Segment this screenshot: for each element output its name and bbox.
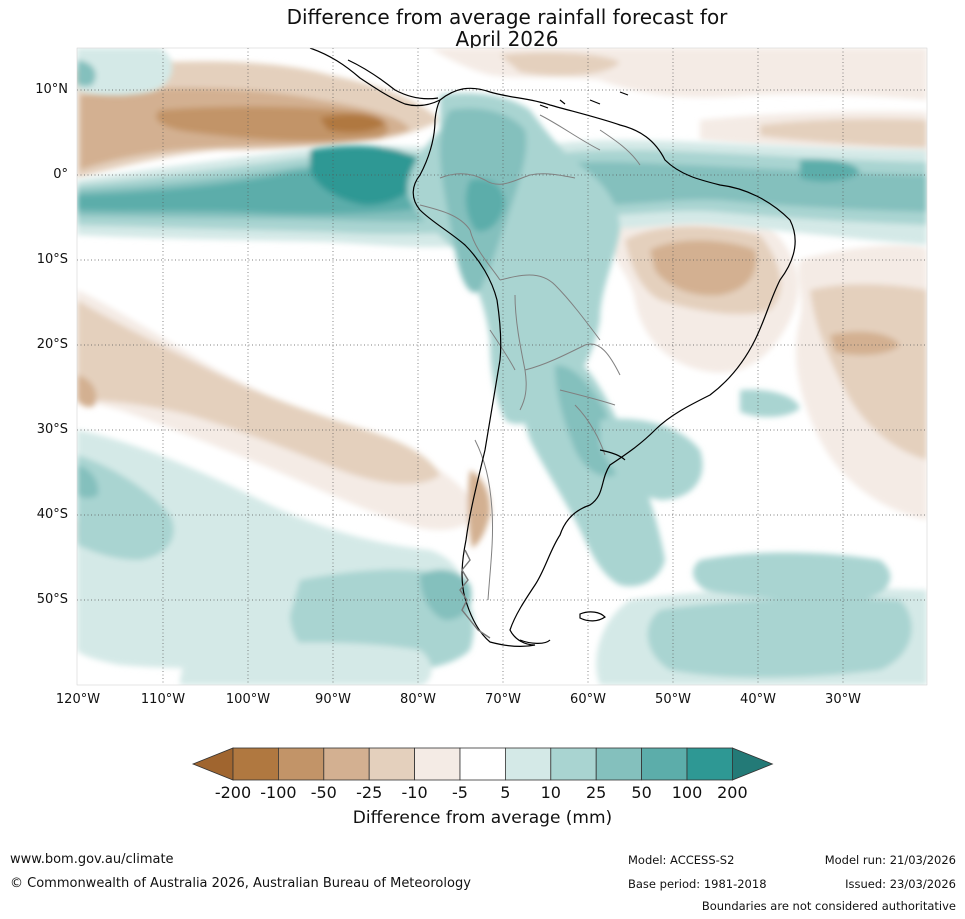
central-america-coast bbox=[309, 48, 441, 107]
lon-label-120w: 120°W bbox=[55, 692, 101, 707]
colorbar-tick-label: -50 bbox=[310, 783, 337, 802]
lon-label-30w: 30°W bbox=[825, 692, 861, 707]
footer-base-period: Base period: 1981-2018 bbox=[628, 877, 767, 891]
lon-label-100w: 100°W bbox=[225, 692, 271, 707]
colorbar-tick-label: 25 bbox=[586, 783, 607, 802]
footer-model-run: Model run: 21/03/2026 bbox=[824, 853, 956, 867]
colorbar-tick-label: -25 bbox=[356, 783, 383, 802]
lat-label-20s: 20°S bbox=[36, 337, 68, 352]
lat-label-10n: 10°N bbox=[35, 82, 68, 97]
map-title-line2: April 2026 bbox=[455, 27, 559, 51]
colorbar-swatch bbox=[550, 747, 597, 781]
map-frame bbox=[76, 47, 928, 686]
colorbar-swatch bbox=[459, 747, 506, 781]
falkland-islands bbox=[579, 611, 606, 622]
colorbar-extend-low bbox=[191, 747, 234, 781]
colorbar-swatch bbox=[595, 747, 643, 781]
colorbar-tick-label: 50 bbox=[631, 783, 652, 802]
colorbar-tick-label: -200 bbox=[214, 783, 252, 802]
footer-website[interactable]: www.bom.gov.au/climate bbox=[10, 852, 174, 867]
lon-label-60w: 60°W bbox=[570, 692, 606, 707]
lat-label-40s: 40°S bbox=[36, 507, 68, 522]
lat-label-50s: 50°S bbox=[36, 592, 68, 607]
lat-label-0: 0° bbox=[53, 167, 68, 182]
footer-copyright: © Commonwealth of Australia 2026, Austra… bbox=[10, 876, 471, 891]
colorbar-extend-high bbox=[732, 747, 774, 781]
lat-label-30s: 30°S bbox=[36, 422, 68, 437]
colorbar-swatch bbox=[232, 747, 279, 781]
colorbar-swatch bbox=[414, 747, 461, 781]
wet-anomalies bbox=[77, 48, 927, 685]
colorbar-swatch bbox=[323, 747, 370, 781]
colorbar-tick-label: -10 bbox=[401, 783, 428, 802]
colorbar-swatch bbox=[504, 747, 552, 781]
footer-issued: Issued: 23/03/2026 bbox=[845, 877, 956, 891]
south-america-coast bbox=[412, 87, 796, 648]
country-borders bbox=[419, 114, 641, 601]
footer-model: Model: ACCESS-S2 bbox=[628, 853, 735, 867]
graticule bbox=[77, 48, 927, 685]
colorbar-tick-label: -5 bbox=[452, 783, 468, 802]
colorbar-tick-label: -100 bbox=[260, 783, 297, 802]
lon-label-70w: 70°W bbox=[485, 692, 521, 707]
map-title-line1: Difference from average rainfall forecas… bbox=[286, 5, 728, 29]
colorbar-swatch bbox=[641, 747, 688, 781]
footer-disclaimer: Boundaries are not considered authoritat… bbox=[701, 899, 956, 913]
lon-label-80w: 80°W bbox=[400, 692, 436, 707]
lat-label-10s: 10°S bbox=[36, 252, 68, 267]
colorbar-tick-label: 200 bbox=[717, 783, 748, 802]
colorbar-tick-label: 100 bbox=[671, 783, 703, 802]
lon-label-40w: 40°W bbox=[740, 692, 776, 707]
colorbar-swatch bbox=[368, 747, 416, 781]
caribbean-islands bbox=[539, 91, 629, 109]
lon-label-90w: 90°W bbox=[315, 692, 351, 707]
colorbar-tick-label: 5 bbox=[500, 783, 511, 802]
chile-fjords bbox=[459, 549, 491, 639]
coastlines bbox=[309, 48, 796, 648]
dry-anomalies bbox=[77, 48, 927, 548]
colorbar-swatch bbox=[277, 747, 325, 781]
colorbar-tick-label: 10 bbox=[540, 783, 561, 802]
lon-label-110w: 110°W bbox=[140, 692, 186, 707]
colorbar-title: Difference from average (mm) bbox=[352, 808, 613, 828]
colorbar-swatch bbox=[686, 747, 733, 781]
lon-label-50w: 50°W bbox=[655, 692, 691, 707]
